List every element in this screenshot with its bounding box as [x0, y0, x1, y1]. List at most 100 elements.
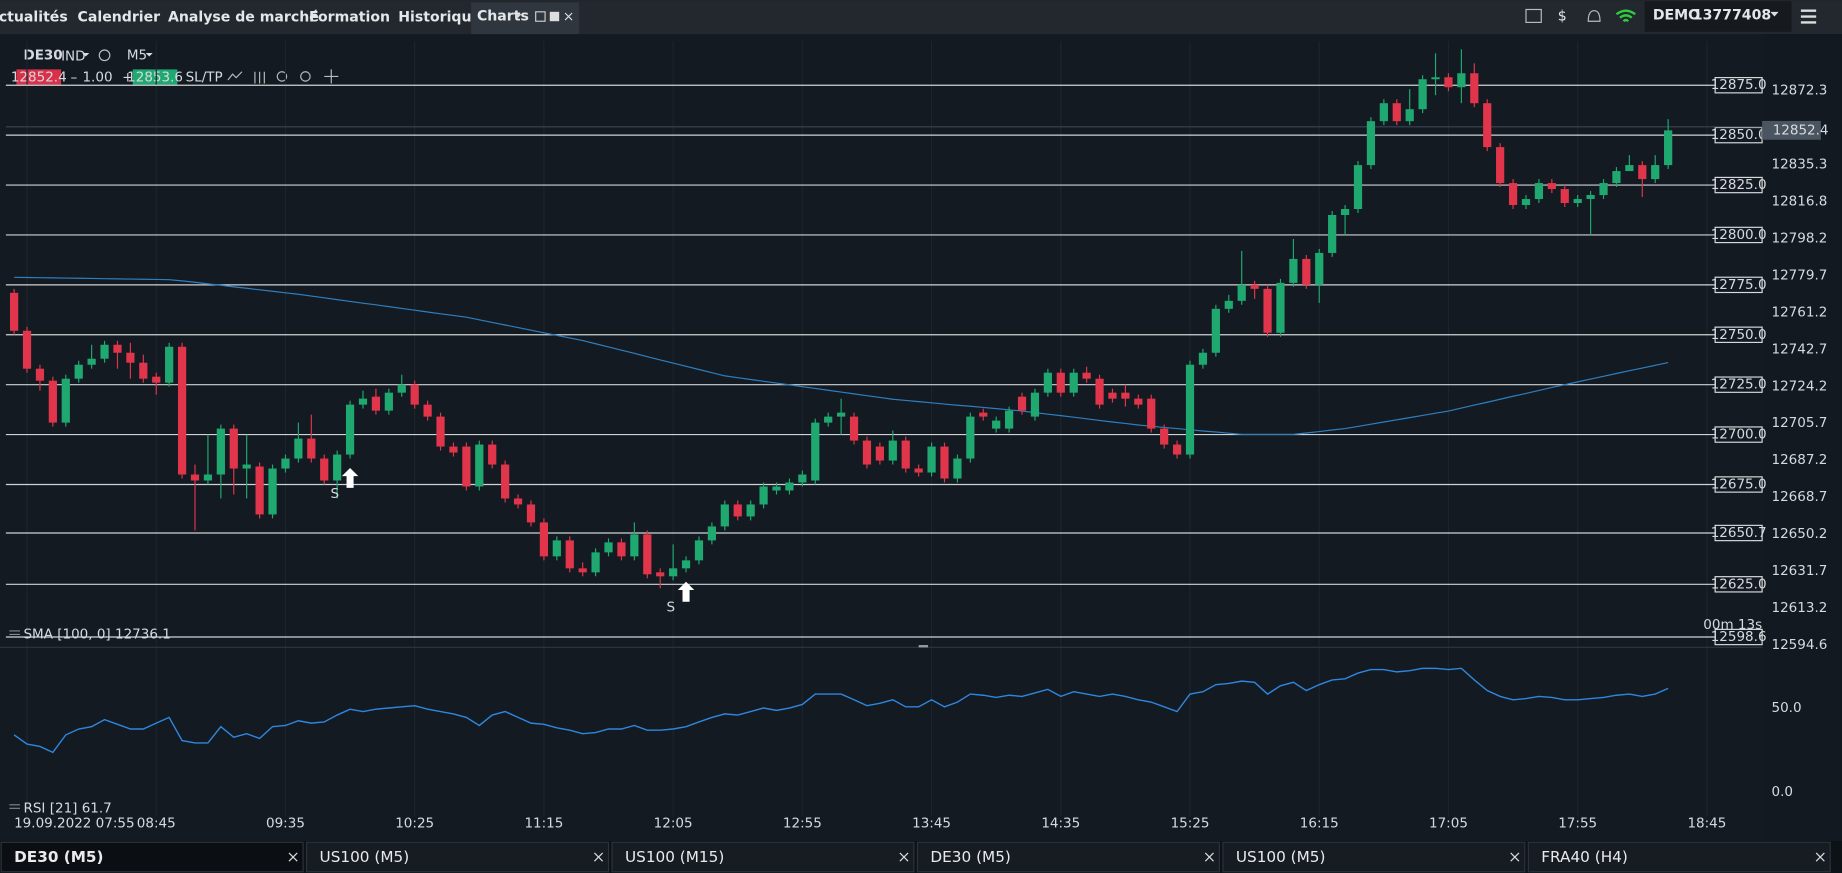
tab-label[interactable]: US100 (M5) — [1236, 848, 1326, 866]
bell-icon[interactable] — [1587, 10, 1601, 22]
x-tick-label: 12:05 — [654, 816, 693, 832]
last-price-label: 12852.4 — [1773, 122, 1829, 138]
active-tab[interactable] — [471, 2, 580, 35]
candle-body — [1573, 199, 1582, 204]
candle-body — [1444, 77, 1453, 88]
x-tick-label: 14:35 — [1041, 816, 1080, 832]
candle-body — [992, 420, 1001, 429]
candle-body — [914, 468, 923, 473]
tab-label[interactable]: DE30 (M5) — [14, 848, 103, 866]
candle-body — [1134, 398, 1143, 405]
candle-body — [1521, 199, 1531, 206]
candle-body — [630, 534, 639, 557]
close-icon[interactable] — [564, 12, 573, 21]
candle-body — [565, 540, 574, 569]
buy-button[interactable] — [132, 69, 178, 85]
zoom-in-icon[interactable] — [300, 71, 311, 82]
candle-body — [862, 440, 872, 465]
volume[interactable]: 1.00 — [82, 70, 112, 86]
nav-tab[interactable]: Formation — [309, 10, 390, 26]
rsi-label: RSI [21] 61.7 — [23, 800, 111, 816]
level-tag — [1714, 524, 1763, 542]
nav-tab[interactable]: ctualités — [0, 10, 68, 26]
tab-close[interactable] — [899, 852, 909, 862]
plus-button[interactable]: + — [122, 70, 133, 86]
candle-body — [772, 486, 781, 491]
candle-body — [875, 446, 884, 461]
indicator-icon[interactable] — [254, 71, 265, 84]
level-label: 12700.0 — [1711, 427, 1767, 443]
candle-body — [475, 444, 484, 487]
candle-body — [656, 572, 665, 577]
tab-label[interactable]: DE30 (M5) — [930, 848, 1010, 866]
candle-body — [539, 522, 549, 557]
info-icon[interactable] — [98, 49, 111, 62]
candle-body — [1069, 372, 1078, 393]
candle-body — [1483, 103, 1492, 148]
menu-icon[interactable] — [1800, 9, 1817, 24]
dropdown-icon[interactable] — [514, 14, 522, 18]
candle-body — [798, 474, 807, 483]
candle-body — [1056, 372, 1065, 393]
zoom-out-icon[interactable] — [276, 71, 288, 82]
sltp-button[interactable]: SL/TP — [186, 70, 223, 86]
candle-body — [371, 396, 381, 411]
currency-icon[interactable]: $ — [1558, 9, 1567, 25]
tab-label[interactable]: US100 (M5) — [320, 848, 410, 866]
minus-button[interactable]: – — [70, 70, 77, 86]
tab[interactable] — [306, 841, 610, 873]
nav-tab[interactable]: Historique — [398, 10, 481, 26]
tab-label[interactable]: US100 (M15) — [625, 848, 724, 866]
account-box[interactable] — [1644, 1, 1792, 32]
dropdown-icon[interactable] — [145, 52, 153, 57]
level-tag — [1714, 77, 1763, 94]
candle-body — [759, 486, 768, 505]
candle-body — [901, 440, 910, 469]
level-tag — [1714, 426, 1763, 443]
dropdown-icon[interactable] — [1770, 11, 1779, 17]
tab[interactable] — [0, 841, 304, 873]
tab[interactable] — [611, 841, 915, 873]
crosshair-icon[interactable] — [324, 69, 339, 84]
dropdown-icon[interactable] — [82, 52, 90, 57]
symbol[interactable]: DE30 — [23, 47, 62, 63]
tab[interactable] — [1527, 841, 1831, 873]
line-tool-icon[interactable] — [227, 71, 243, 81]
tab-label[interactable]: FRA40 (H4) — [1541, 848, 1628, 866]
window-icon[interactable] — [549, 11, 560, 22]
tab[interactable] — [1222, 841, 1526, 873]
tab-close[interactable] — [288, 852, 298, 862]
candle-body — [1237, 284, 1246, 301]
ask-price[interactable]: 12853.6 — [127, 70, 183, 86]
bid-price[interactable]: 12852.4 — [11, 70, 67, 86]
nav-tab[interactable]: Analyse de marché — [168, 10, 319, 26]
candle-body — [1017, 396, 1027, 411]
candle-body — [811, 422, 820, 481]
candle-body — [1560, 189, 1569, 204]
nav-tab[interactable]: Calendrier — [78, 10, 161, 26]
tab-close[interactable] — [1815, 852, 1825, 862]
level-tag — [1714, 226, 1763, 244]
candle-body — [177, 346, 187, 475]
candle-body — [100, 344, 109, 359]
level-tag — [1714, 628, 1763, 646]
layout-icon[interactable] — [1525, 8, 1542, 23]
popout-icon[interactable] — [535, 11, 546, 22]
timeframe[interactable]: M5 — [127, 47, 147, 63]
nav-tab[interactable]: Charts — [477, 9, 529, 25]
candle-body — [720, 504, 729, 527]
countdown: 00m 13s — [1703, 617, 1762, 633]
candle-body — [423, 404, 432, 417]
tab[interactable] — [916, 841, 1220, 873]
candle-body — [785, 482, 794, 491]
level-tag — [1714, 476, 1763, 493]
tab-close[interactable] — [1204, 852, 1214, 862]
candle-body — [1547, 183, 1556, 190]
candle-body — [694, 540, 704, 561]
y-tick-label: 12872.3 — [1772, 83, 1828, 99]
candle-body — [268, 468, 277, 515]
tab-close[interactable] — [594, 852, 604, 862]
candle-body — [48, 380, 57, 423]
tab-close[interactable] — [1510, 852, 1520, 862]
